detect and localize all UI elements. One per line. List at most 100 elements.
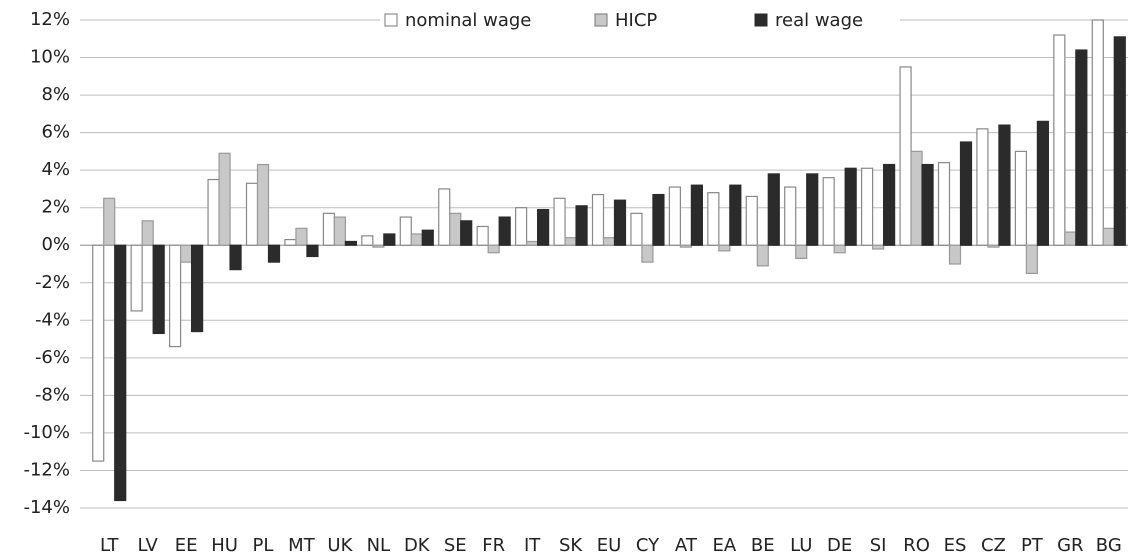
x-tick-label: EE (175, 535, 198, 556)
y-tick-label: -4% (35, 309, 70, 330)
bar (690, 184, 703, 246)
x-tick-label: BE (751, 535, 775, 556)
legend-swatch (384, 13, 398, 27)
bar (987, 244, 1000, 248)
bar (383, 233, 396, 246)
legend-swatch (754, 13, 768, 27)
bar (998, 124, 1011, 246)
bar (284, 239, 297, 246)
bar (410, 233, 423, 246)
bar (1091, 19, 1104, 246)
x-tick-label: LV (137, 535, 158, 556)
bar (553, 197, 566, 246)
bar (668, 186, 681, 246)
x-tick-label: ES (944, 535, 967, 556)
bar (476, 225, 489, 246)
x-tick-label: BG (1096, 535, 1122, 556)
y-tick-label: 12% (30, 9, 70, 30)
y-tick-label: -12% (23, 459, 70, 480)
bar (822, 177, 835, 246)
bar (729, 184, 742, 246)
bar (784, 186, 797, 246)
legend-background (380, 4, 900, 36)
bar (591, 193, 605, 246)
bar (295, 227, 308, 246)
bar (333, 216, 346, 246)
bar (322, 212, 335, 246)
bar (652, 193, 665, 246)
bar (449, 212, 462, 246)
legend-label: nominal wage (405, 10, 531, 31)
bar (679, 244, 692, 248)
bar (630, 212, 643, 246)
bar (910, 150, 923, 246)
bar (344, 240, 357, 246)
bar (745, 195, 758, 246)
x-tick-label: EA (712, 535, 736, 556)
x-tick-label: IT (524, 535, 541, 556)
bar (1025, 244, 1038, 274)
bar (152, 244, 165, 335)
legend-label: HICP (615, 10, 657, 31)
bar (948, 244, 962, 265)
x-tick-label: PT (1021, 535, 1044, 556)
x-tick-label: AT (675, 535, 698, 556)
x-tick-label: PL (253, 535, 274, 556)
bar (218, 152, 231, 246)
bar (844, 167, 857, 246)
bar (564, 237, 577, 246)
y-tick-label: -8% (35, 384, 70, 405)
bar (141, 220, 154, 246)
bar (861, 167, 874, 246)
bar (245, 182, 259, 246)
bar (613, 199, 627, 246)
x-tick-label: LT (100, 535, 120, 556)
bar (191, 244, 204, 333)
bar (306, 244, 319, 258)
x-tick-label: MT (288, 535, 316, 556)
bar (872, 244, 885, 250)
bar (537, 208, 550, 246)
bar (976, 128, 989, 246)
bar (899, 66, 912, 246)
y-tick-label: -6% (35, 347, 70, 368)
bar (806, 173, 819, 246)
x-tick-label: HU (211, 535, 238, 556)
bar (1014, 150, 1027, 246)
bar (460, 220, 473, 246)
bar (1075, 49, 1088, 246)
x-tick-label: EU (597, 535, 622, 556)
bar (421, 229, 434, 246)
y-tick-label: 4% (41, 159, 70, 180)
bar (756, 244, 769, 267)
bar (207, 178, 220, 246)
x-tick-label: FR (482, 535, 505, 556)
bar (1036, 120, 1049, 246)
bar (487, 244, 500, 254)
bar (180, 244, 193, 263)
bar (602, 237, 616, 246)
bar (1053, 34, 1066, 246)
bar (399, 216, 412, 246)
bar (438, 188, 451, 246)
bar (937, 162, 951, 246)
bar (169, 244, 182, 348)
bar (795, 244, 808, 259)
bar (361, 235, 374, 246)
bar (1102, 227, 1115, 246)
x-tick-label: RO (903, 535, 930, 556)
x-tick-label: GR (1057, 535, 1083, 556)
x-tick-label: SE (444, 535, 467, 556)
x-tick-label: SK (559, 535, 583, 556)
x-tick-label: SI (870, 535, 887, 556)
y-tick-label: -14% (23, 497, 70, 518)
x-tick-label: LU (790, 535, 812, 556)
bar (575, 205, 588, 246)
y-tick-label: 2% (41, 197, 70, 218)
bar (718, 244, 731, 252)
y-tick-label: 10% (30, 47, 70, 68)
bar (921, 163, 934, 246)
bar (707, 192, 720, 246)
